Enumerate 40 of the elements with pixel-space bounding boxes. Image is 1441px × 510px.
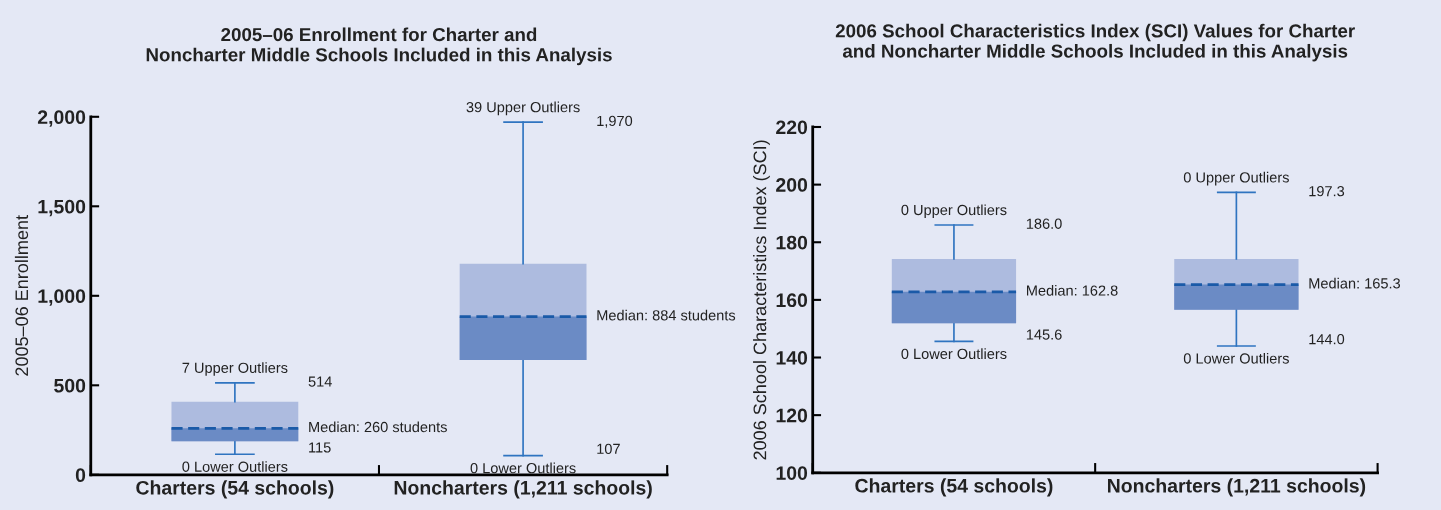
x-tick-label: Noncharters (1,211 schools): [1108, 478, 1366, 497]
annotation: 197.3: [1309, 185, 1345, 197]
y-tick-label: 220: [776, 120, 808, 135]
annotation: 514: [308, 376, 332, 387]
y-tick-label: 160: [776, 293, 808, 308]
annotation: 7 Upper Outliers: [182, 362, 288, 376]
y-tick-label: 1,000: [38, 289, 86, 306]
x-tick-label: Charters (54 schools): [136, 480, 334, 499]
annotation: 107: [597, 443, 620, 455]
annotation: 186.0: [1026, 218, 1062, 229]
chart-title: 2005–06 Enrollment for Charter and Noncharter Middle Schools Included in this Analysis: [146, 27, 612, 66]
y-tick-label: 2,000: [37, 110, 86, 127]
annotation: Median: 260 students: [309, 421, 447, 433]
annotation: 145.6: [1026, 329, 1062, 340]
y-tick-label: 100: [776, 466, 808, 481]
y-tick-label: 500: [54, 378, 86, 393]
annotation: 0 Lower Outliers: [470, 462, 576, 474]
annotation: Median: 162.8: [1027, 285, 1118, 296]
annotation: 115: [309, 442, 331, 453]
annotation: 144.0: [1309, 334, 1345, 345]
annotation: 0 Lower Outliers: [901, 348, 1007, 360]
annotation: 0 Upper Outliers: [901, 204, 1007, 219]
y-tick-label: 1,500: [38, 199, 86, 217]
y-axis-title: 2005–06 Enrollment: [14, 215, 29, 376]
y-tick-label: 0: [75, 468, 86, 483]
y-tick-label: 120: [776, 408, 808, 423]
x-tick-label: Charters (54 schools): [855, 478, 1053, 497]
y-tick-label: 180: [776, 235, 808, 250]
annotation: 39 Upper Outliers: [466, 101, 580, 116]
annotation: 0 Lower Outliers: [1183, 352, 1289, 364]
y-axis-title: 2006 School Characteristics Index (SCI): [753, 140, 770, 460]
annotation: 0 Upper Outliers: [1183, 171, 1289, 186]
x-tick-label: Noncharters (1,211 schools): [394, 480, 652, 499]
annotation: Median: 884 students: [597, 309, 736, 321]
annotation: 0 Lower Outliers: [182, 461, 288, 472]
y-tick-label: 140: [776, 350, 808, 365]
annotation: 1,970: [597, 115, 633, 128]
y-tick-label: 200: [776, 178, 808, 192]
chart-title: 2006 School Characteristics Index (SCI) Values for Charter and Noncharter Middle Schools Included in this Analysis: [835, 23, 1355, 62]
annotation: Median: 165.3: [1309, 277, 1401, 289]
